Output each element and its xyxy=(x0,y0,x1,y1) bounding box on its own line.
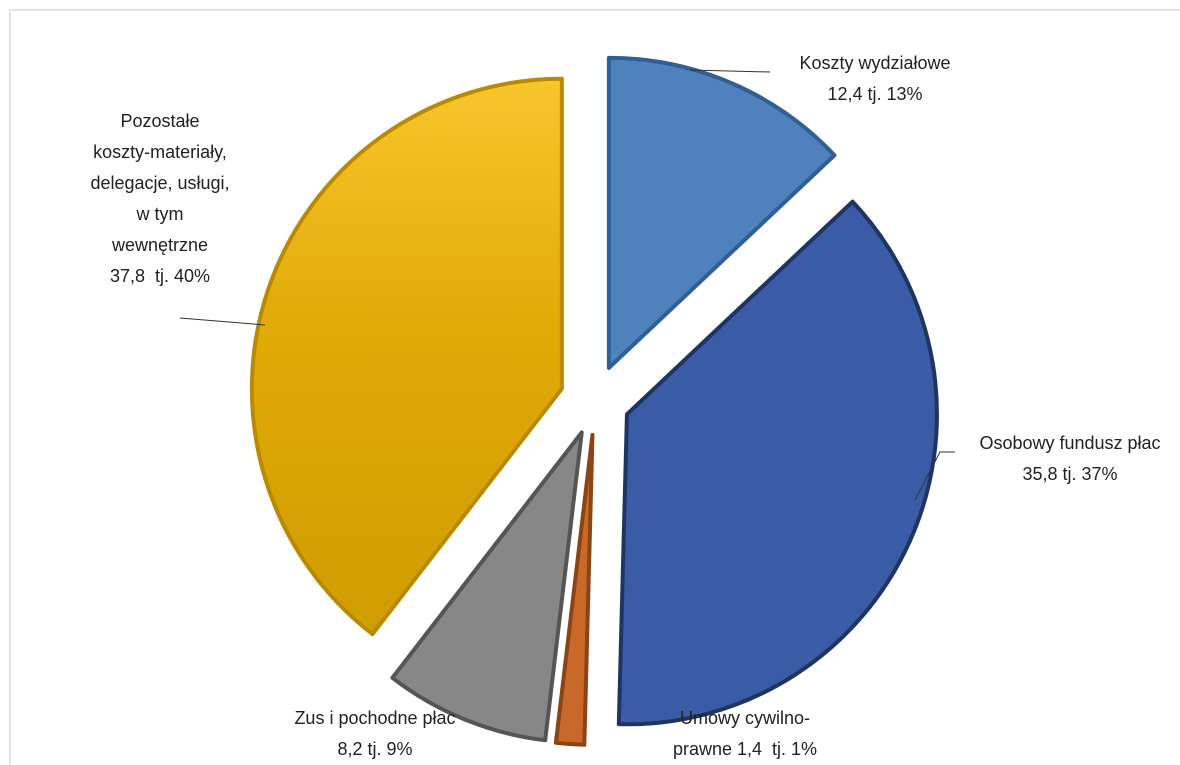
data-label: Osobowy fundusz płac 35,8 tj. 37% xyxy=(955,428,1180,490)
pie-slice xyxy=(249,76,564,637)
data-label: Koszty wydziałowe 12,4 tj. 13% xyxy=(745,48,1005,110)
value-label: 37,8 tj. 40% xyxy=(109,266,211,286)
data-label: Zus i pochodne płac 8,2 tj. 9% xyxy=(265,703,485,765)
pie-slice xyxy=(616,199,939,727)
leader-line xyxy=(689,69,771,73)
value-label: 1,4 tj. 1% xyxy=(737,739,818,759)
category-label: Osobowy fundusz płac xyxy=(979,433,1161,453)
category-label: Umowy cywilno-prawne xyxy=(672,708,811,759)
frame xyxy=(9,9,1180,765)
pie-slice xyxy=(553,432,595,747)
value-label: 35,8 tj. 37% xyxy=(1022,464,1118,484)
category-label: Pozostałe koszty-materiały, delegacje, u… xyxy=(90,111,235,255)
value-label: 12,4 tj. 13% xyxy=(827,84,923,104)
slices xyxy=(249,55,939,747)
category-label: Koszty wydziałowe xyxy=(799,53,951,73)
leader-line xyxy=(914,451,955,501)
pie-slice xyxy=(606,55,837,370)
category-label: Zus i pochodne płac xyxy=(294,708,456,728)
pie-slice xyxy=(390,430,584,743)
value-label: 8,2 tj. 9% xyxy=(337,739,413,759)
data-label: Pozostałe koszty-materiały, delegacje, u… xyxy=(90,106,230,292)
data-label: Umowy cywilno-prawne 1,4 tj. 1% xyxy=(655,703,835,765)
leader-line xyxy=(179,317,266,326)
